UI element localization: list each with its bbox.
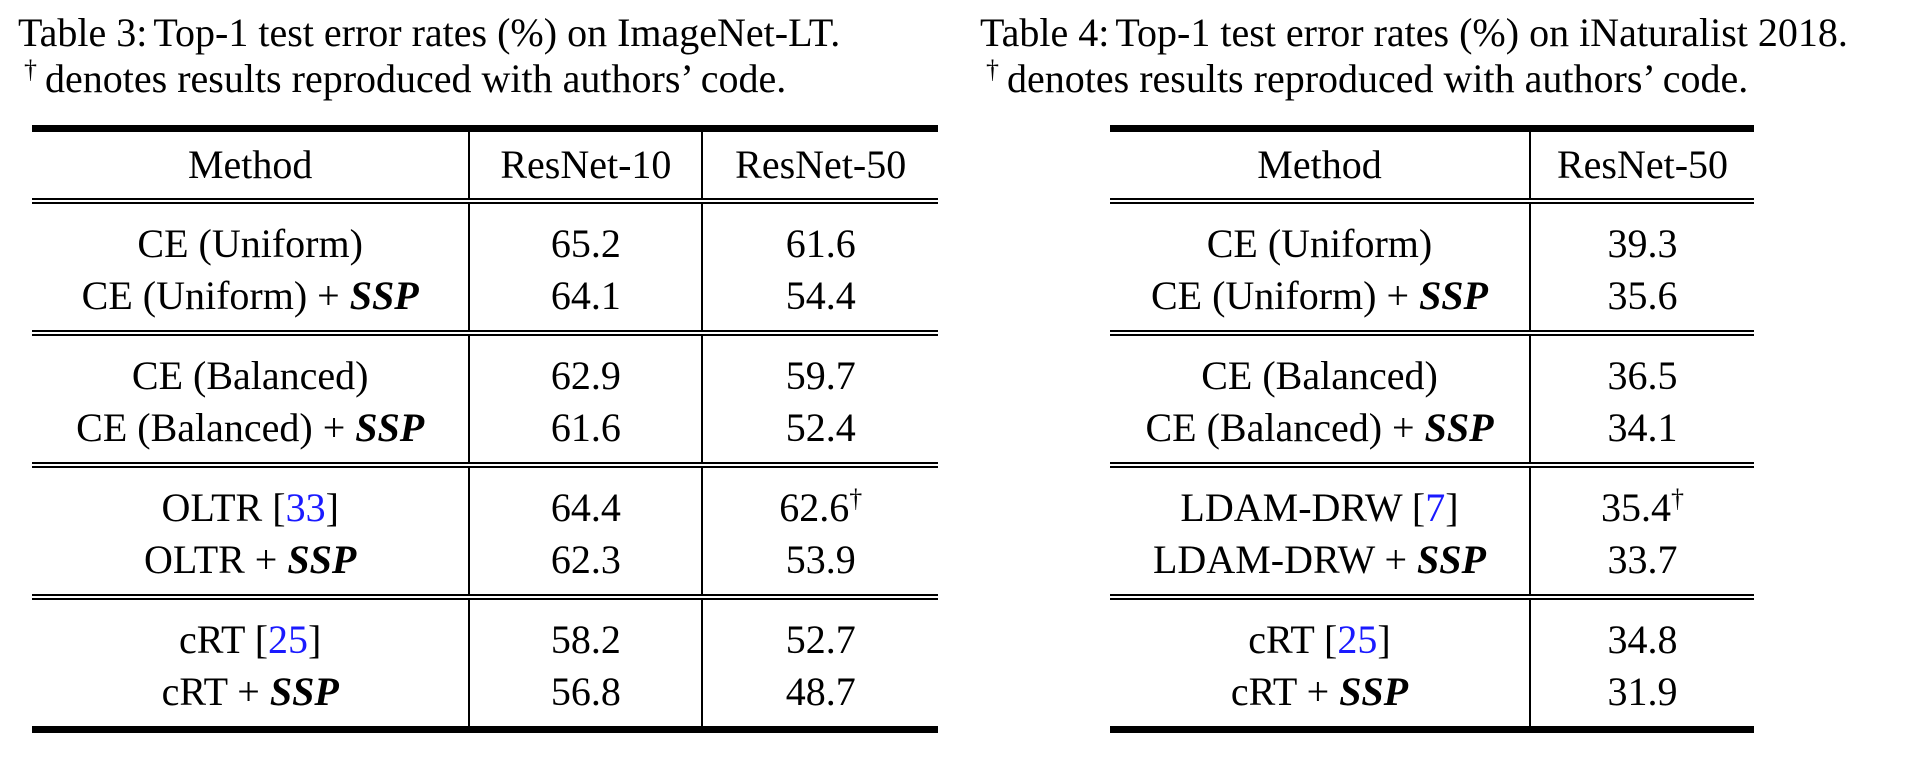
method-cell: CE (Uniform) + SSP [1150, 272, 1488, 318]
caption-label: Table 4: [980, 10, 1110, 55]
row-group: CE (Uniform) 39.3 CE (Uniform) + SSP 35.… [1110, 200, 1754, 333]
method-cell: cRT + SSP [1110, 665, 1530, 733]
table-4: Method ResNet-50 CE (Uniform) 39.3 CE (U… [1110, 125, 1754, 733]
caption-text: Top-1 test error rates (%) on iNaturalis… [1115, 10, 1848, 55]
header-method: Method [1110, 125, 1530, 201]
value-cell: 62.6† [701, 464, 938, 534]
table-row: CE (Uniform) 39.3 [1110, 200, 1754, 270]
method-cell: CE (Uniform) [137, 220, 363, 266]
table-row: OLTR + SSP 62.3 53.9 [32, 533, 938, 597]
table-row: OLTR [33] 64.4 62.6† [32, 464, 938, 534]
table-row: LDAM-DRW [7] 35.4† [1110, 464, 1754, 534]
caption-label: Table 3: [18, 10, 148, 55]
row-group: OLTR [33] 64.4 62.6† OLTR + SSP 62.3 53.… [32, 464, 938, 597]
table-row: CE (Uniform) + SSP 35.6 [1110, 269, 1754, 333]
method-cell: LDAM-DRW + SSP [1153, 536, 1486, 582]
caption-text: Top-1 test error rates (%) on ImageNet-L… [153, 10, 841, 55]
header-method: Method [32, 125, 470, 201]
method-cell: OLTR [33] [161, 484, 339, 530]
method-cell: CE (Balanced) + SSP [76, 404, 425, 450]
row-group: CE (Balanced) 36.5 CE (Balanced) + SSP 3… [1110, 332, 1754, 465]
row-group: CE (Balanced) 62.9 59.7 CE (Balanced) + … [32, 332, 938, 465]
dagger-mark: † [849, 483, 863, 513]
value-cell: 39.3 [1529, 200, 1754, 270]
table-3-caption: Table 3: Top-1 test error rates (%) on Im… [18, 10, 840, 102]
method-cell: CE (Balanced) [131, 352, 369, 398]
table-row: CE (Uniform) 65.2 61.6 [32, 200, 938, 270]
row-group: cRT [25] 58.2 52.7 cRT + SSP 56.8 48.7 [32, 596, 938, 733]
method-cell: cRT [25] [178, 616, 322, 662]
citation-link[interactable]: 33 [285, 484, 326, 530]
header-row: Method ResNet-50 [1110, 125, 1754, 201]
value-cell-best: 34.1 [1529, 401, 1754, 465]
table-4-block: Table 4: Top-1 test error rates (%) on iN… [980, 10, 1848, 733]
value-cell: 65.2 [468, 200, 703, 270]
citation-link[interactable]: 25 [1337, 616, 1378, 662]
caption-dagger: † [986, 55, 999, 84]
method-cell: CE (Uniform) [1206, 220, 1433, 266]
header-resnet50: ResNet-50 [701, 125, 938, 201]
value-cell: 61.6 [701, 200, 938, 270]
table-row: cRT + SSP 56.8 48.7 [32, 665, 938, 733]
table-3: Method ResNet-10 ResNet-50 CE (Uniform) … [32, 125, 938, 733]
row-group: LDAM-DRW [7] 35.4† LDAM-DRW + SSP 33.7 [1110, 464, 1754, 597]
caption-note: denotes results reproduced with authors’… [45, 56, 787, 101]
value-cell: 52.7 [701, 596, 938, 666]
citation-link[interactable]: 25 [268, 616, 309, 662]
dagger-mark: † [1671, 483, 1684, 513]
method-cell: cRT [25] [1248, 616, 1391, 662]
caption-note: denotes results reproduced with authors’… [1007, 56, 1749, 101]
method-cell: CE (Balanced) + SSP [1145, 404, 1494, 450]
table-row: cRT [25] 58.2 52.7 [32, 596, 938, 666]
table-row: CE (Balanced) 36.5 [1110, 332, 1754, 402]
value-cell-best: 53.9 [701, 533, 938, 597]
value-cell-best: 56.8 [468, 665, 703, 733]
method-cell: OLTR + SSP [144, 536, 357, 582]
table-row: CE (Balanced) + SSP 61.6 52.4 [32, 401, 938, 465]
method-cell: CE (Balanced) [1201, 352, 1438, 398]
table-row: LDAM-DRW + SSP 33.7 [1110, 533, 1754, 597]
value-cell: 64.4 [468, 464, 703, 534]
row-group: CE (Uniform) 65.2 61.6 CE (Uniform) + SS… [32, 200, 938, 333]
table-row: CE (Uniform) + SSP 64.1 54.4 [32, 269, 938, 333]
table-row: CE (Balanced) + SSP 34.1 [1110, 401, 1754, 465]
table-4-caption: Table 4: Top-1 test error rates (%) on iN… [980, 10, 1848, 102]
value-cell-best: 35.6 [1529, 269, 1754, 333]
value-cell-best: 52.4 [701, 401, 938, 465]
table-row: CE (Balanced) 62.9 59.7 [32, 332, 938, 402]
value-cell-best: 64.1 [468, 269, 703, 333]
method-cell: LDAM-DRW [7] [1180, 484, 1459, 530]
method-cell: CE (Uniform) + SSP [81, 272, 419, 318]
table-row: cRT [25] 34.8 [1110, 596, 1754, 666]
value-cell: 59.7 [701, 332, 938, 402]
value-cell-best: 31.9 [1529, 665, 1754, 733]
citation-link[interactable]: 7 [1425, 484, 1446, 530]
value-cell-best: 48.7 [701, 665, 938, 733]
value-cell-best: 54.4 [701, 269, 938, 333]
header-row: Method ResNet-10 ResNet-50 [32, 125, 938, 201]
value-cell-best: 33.7 [1529, 533, 1754, 597]
method-cell: cRT + SSP [32, 665, 470, 733]
value-cell: 34.8 [1529, 596, 1754, 666]
value-cell: 58.2 [468, 596, 703, 666]
value-cell-best: 61.6 [468, 401, 703, 465]
value-cell: 62.9 [468, 332, 703, 402]
caption-dagger: † [24, 55, 37, 84]
table-row: cRT + SSP 31.9 [1110, 665, 1754, 733]
row-group: cRT [25] 34.8 cRT + SSP 31.9 [1110, 596, 1754, 733]
value-cell-best: 62.3 [468, 533, 703, 597]
table-3-block: Table 3: Top-1 test error rates (%) on Im… [18, 10, 938, 733]
header-resnet10: ResNet-10 [468, 125, 703, 201]
value-cell: 35.4† [1529, 464, 1754, 534]
value-cell: 36.5 [1529, 332, 1754, 402]
header-resnet50: ResNet-50 [1529, 125, 1754, 201]
